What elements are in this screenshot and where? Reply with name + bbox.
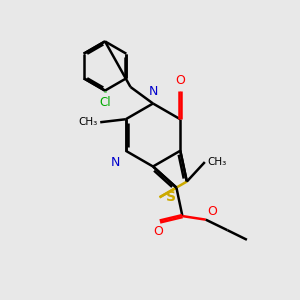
Text: O: O <box>154 225 163 238</box>
Text: CH₃: CH₃ <box>79 117 98 127</box>
Text: O: O <box>175 74 185 87</box>
Text: N: N <box>148 85 158 98</box>
Text: Cl: Cl <box>99 96 111 109</box>
Text: N: N <box>111 156 120 169</box>
Text: O: O <box>207 205 217 218</box>
Text: S: S <box>166 190 176 204</box>
Text: CH₃: CH₃ <box>207 157 226 167</box>
